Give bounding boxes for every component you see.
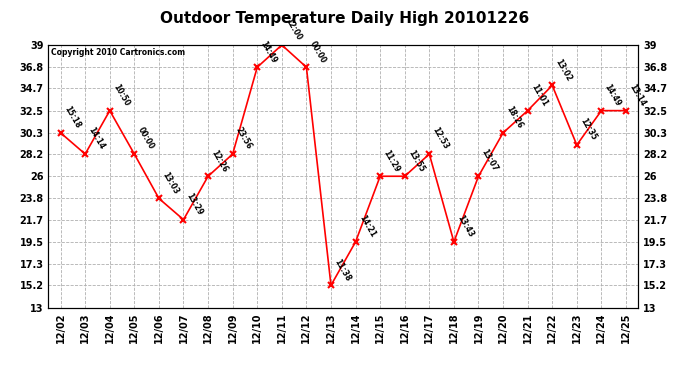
Text: 11:29: 11:29 — [382, 148, 402, 174]
Text: Outdoor Temperature Daily High 20101226: Outdoor Temperature Daily High 20101226 — [160, 11, 530, 26]
Text: 15:18: 15:18 — [62, 105, 82, 130]
Text: 13:07: 13:07 — [480, 148, 500, 174]
Text: 10:50: 10:50 — [111, 82, 131, 108]
Text: 13:29: 13:29 — [185, 192, 205, 217]
Text: 12:00: 12:00 — [283, 17, 303, 42]
Text: 13:03: 13:03 — [160, 170, 180, 196]
Text: 13:55: 13:55 — [406, 148, 426, 174]
Text: 14:21: 14:21 — [357, 214, 377, 239]
Text: 13:14: 13:14 — [627, 82, 647, 108]
Text: Copyright 2010 Cartronics.com: Copyright 2010 Cartronics.com — [51, 48, 186, 57]
Text: 12:26: 12:26 — [210, 148, 229, 174]
Text: 14:49: 14:49 — [603, 82, 622, 108]
Text: 00:00: 00:00 — [308, 39, 328, 64]
Text: 13:02: 13:02 — [553, 57, 573, 82]
Text: 13:43: 13:43 — [455, 214, 475, 239]
Text: 11:01: 11:01 — [529, 82, 549, 108]
Text: 18:26: 18:26 — [504, 105, 524, 130]
Text: 11:38: 11:38 — [333, 257, 353, 282]
Text: 14:49: 14:49 — [259, 39, 279, 64]
Text: 23:56: 23:56 — [234, 126, 254, 151]
Text: 12:53: 12:53 — [431, 126, 451, 151]
Text: 12:35: 12:35 — [578, 117, 598, 142]
Text: 14:14: 14:14 — [86, 126, 106, 151]
Text: 00:00: 00:00 — [136, 126, 155, 151]
